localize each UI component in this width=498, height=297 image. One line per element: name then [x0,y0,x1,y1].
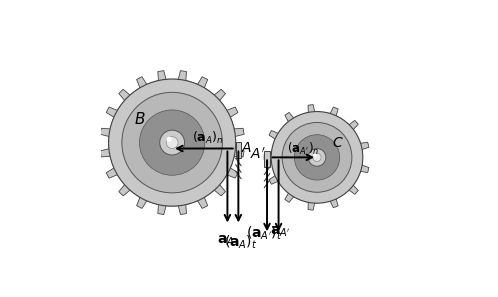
Circle shape [109,79,236,206]
Text: $(\mathbf{a}_{A'})_n$: $(\mathbf{a}_{A'})_n$ [287,140,320,157]
Polygon shape [264,105,369,210]
Circle shape [294,135,340,180]
Circle shape [166,137,172,142]
Text: $C$: $C$ [332,136,344,150]
Text: $B$: $B$ [134,111,145,127]
Text: $(\mathbf{a}_{A'})_t$: $(\mathbf{a}_{A'})_t$ [246,225,282,242]
Circle shape [308,148,326,166]
Text: $A'$: $A'$ [250,147,266,162]
Circle shape [160,130,185,155]
Text: $\mathbf{a}_{A'}$: $\mathbf{a}_{A'}$ [270,225,290,239]
Circle shape [313,153,321,162]
Text: $A$: $A$ [241,141,252,156]
Polygon shape [264,151,270,167]
Polygon shape [236,142,241,158]
Text: $(\mathbf{a}_A)_t$: $(\mathbf{a}_A)_t$ [224,234,257,251]
Circle shape [139,110,205,175]
Circle shape [313,153,317,157]
Text: $\mathbf{a}_A$: $\mathbf{a}_A$ [217,234,235,248]
Circle shape [282,122,352,192]
Circle shape [166,137,178,148]
Circle shape [122,92,223,193]
Text: $(\mathbf{a}_A)_n$: $(\mathbf{a}_A)_n$ [192,130,224,146]
Circle shape [271,112,363,203]
Polygon shape [100,71,244,214]
